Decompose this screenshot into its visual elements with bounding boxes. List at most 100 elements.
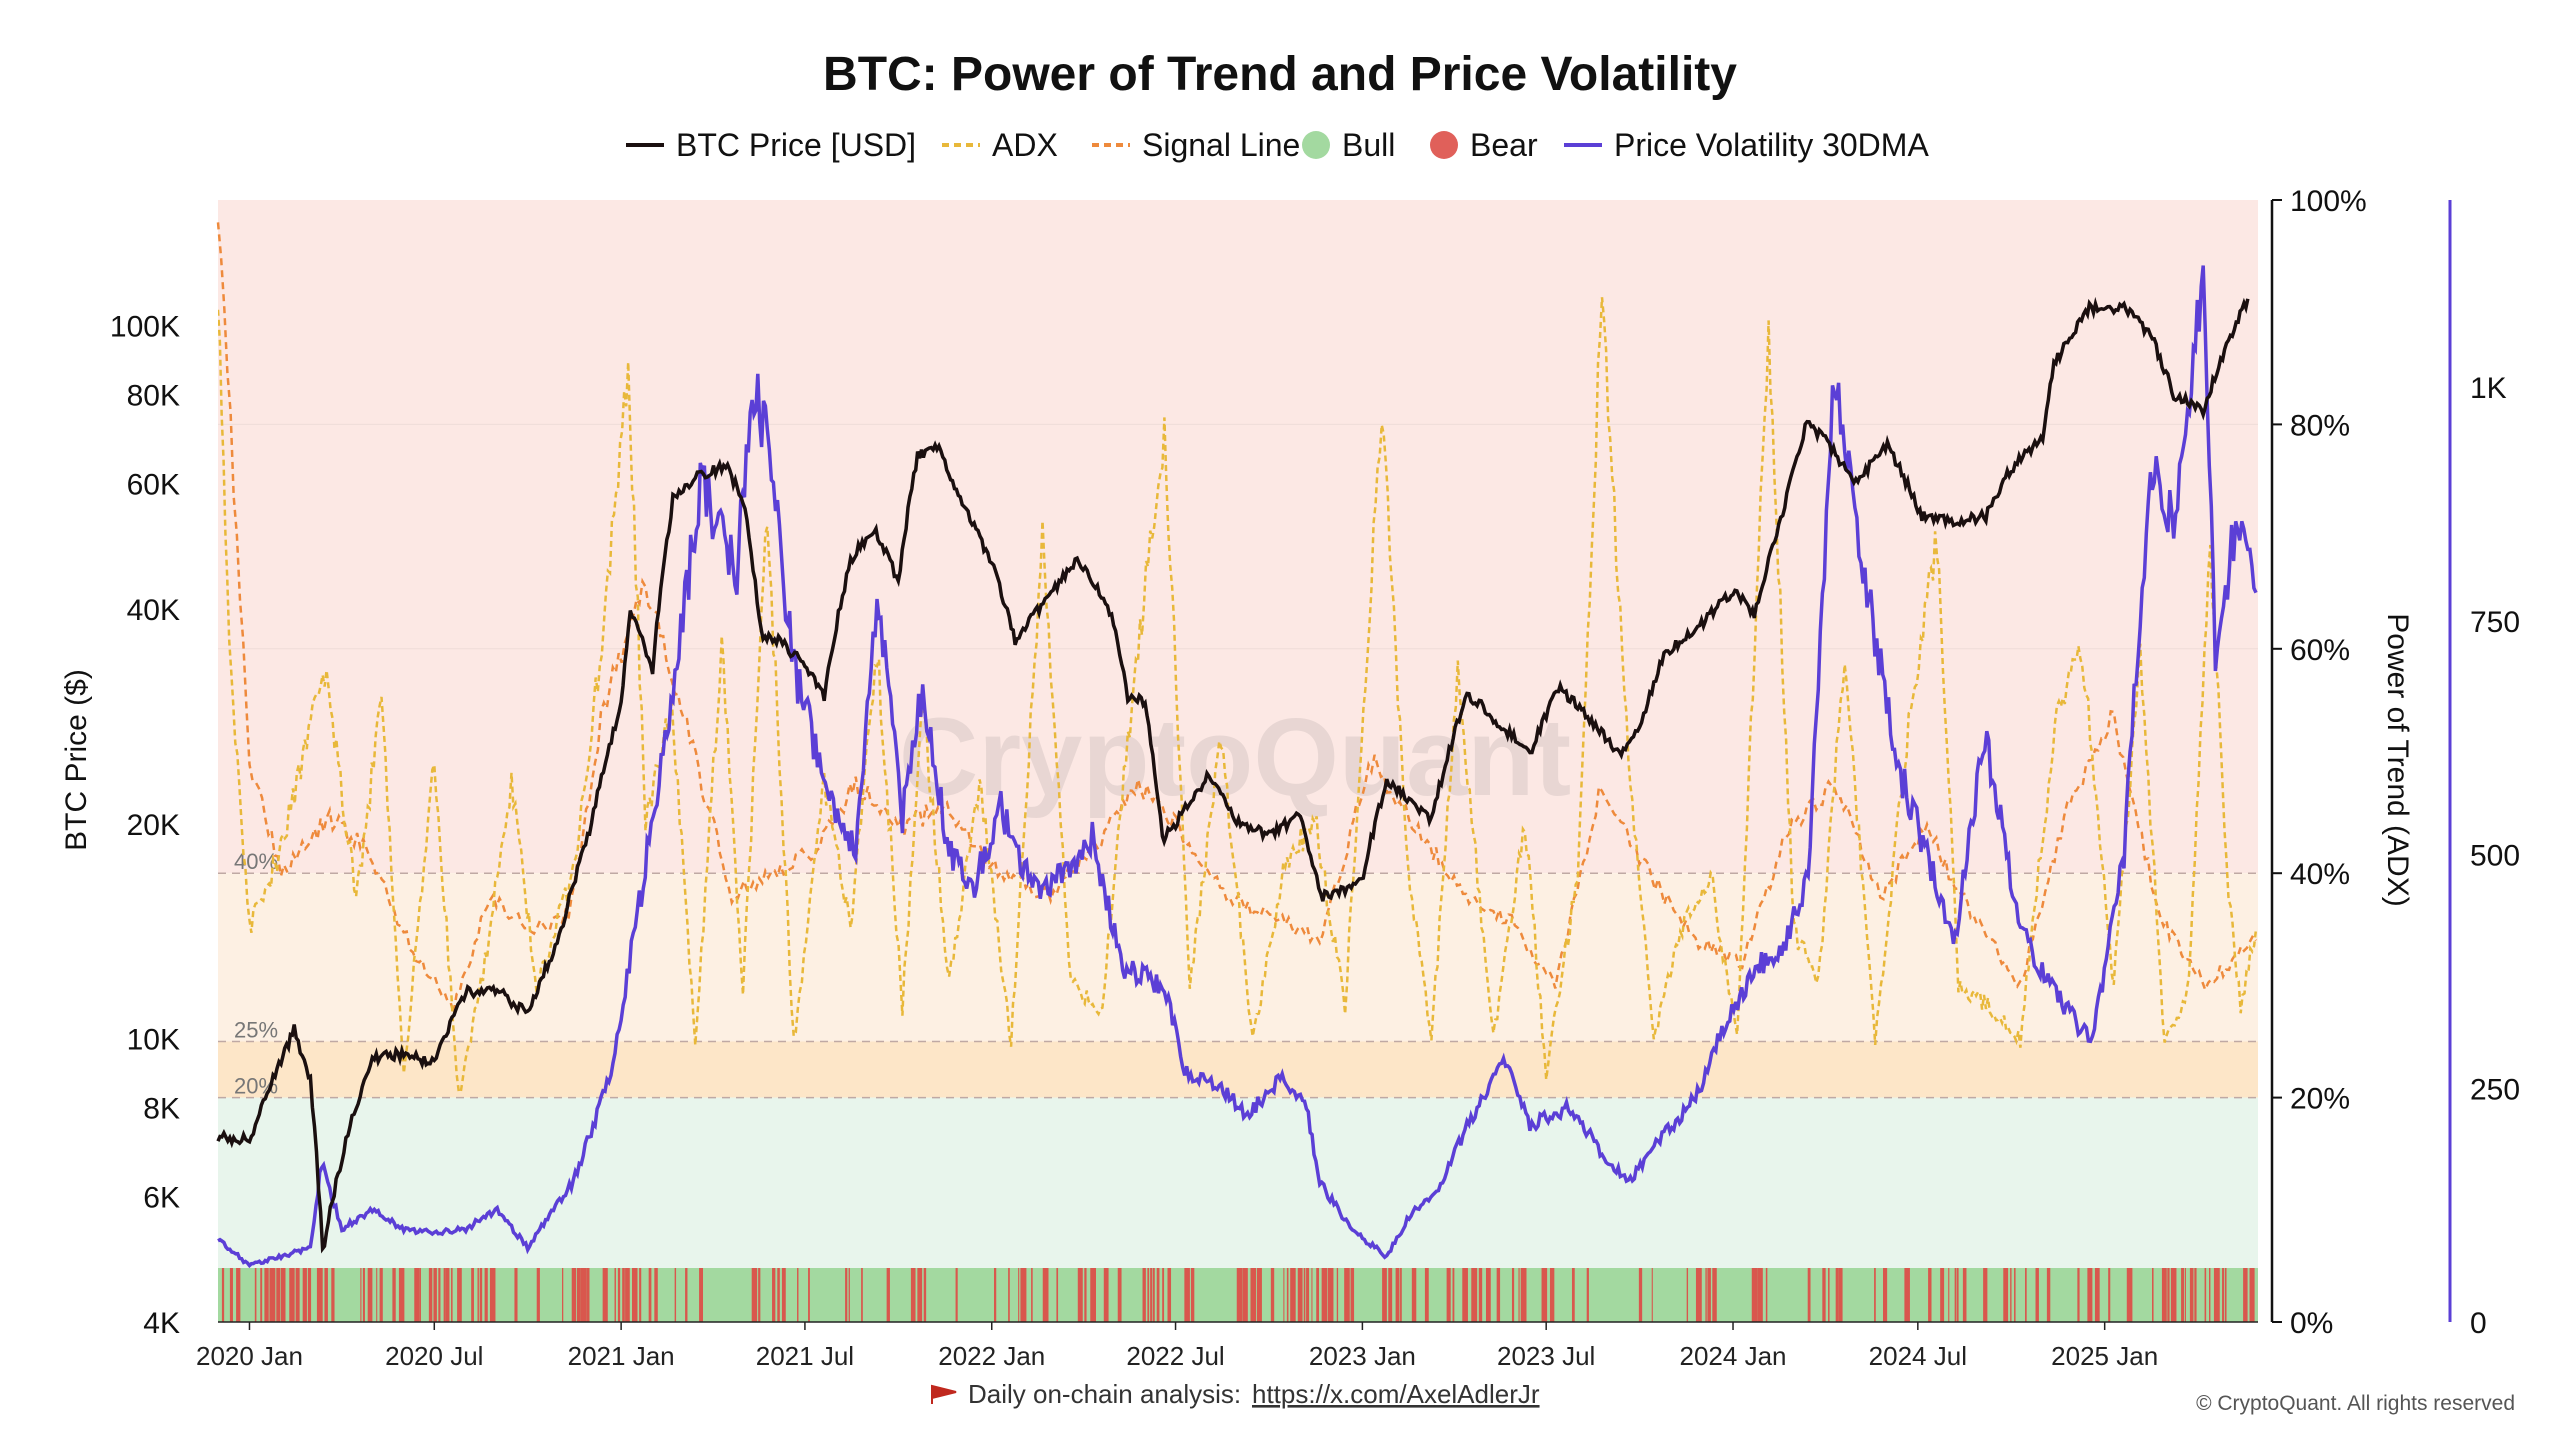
bear-stripe — [1103, 1268, 1109, 1322]
bear-stripe — [236, 1268, 241, 1322]
bear-stripe — [625, 1268, 630, 1322]
bear-stripe — [1084, 1268, 1087, 1322]
bear-stripe — [2035, 1268, 2039, 1322]
bear-stripe — [1395, 1268, 1400, 1322]
axes: 4K 6K 8K 10K 20K 40K 60K 80K 100K 0% 20% 40% 60% 80% 1… — [110, 185, 2520, 1371]
y-left-tick-label: 4K — [143, 1307, 180, 1340]
series-lines — [216, 222, 2258, 1269]
bear-stripe — [1090, 1268, 1097, 1322]
y-right-volatility-tick-label: 1K — [2470, 372, 2507, 405]
bear-stripe — [2014, 1268, 2016, 1322]
legend-item-btc-price-usd: BTC Price [USD] — [626, 127, 916, 163]
bear-stripe — [917, 1268, 923, 1322]
bear-stripe — [1948, 1268, 1950, 1322]
bear-stripe — [751, 1268, 758, 1322]
bear-stripe — [1983, 1268, 1988, 1322]
bear-stripe — [1162, 1268, 1165, 1322]
bear-stripe — [586, 1268, 590, 1322]
bear-stripe — [1462, 1268, 1468, 1322]
bear-stripe — [2181, 1268, 2185, 1322]
bear-stripe — [1344, 1268, 1350, 1322]
bear-stripe — [1303, 1268, 1306, 1322]
bear-stripe — [484, 1268, 488, 1322]
bear-stripe — [1117, 1268, 1122, 1322]
bear-stripe — [269, 1268, 276, 1322]
bear-stripe — [1270, 1268, 1275, 1322]
bear-stripe — [632, 1268, 638, 1322]
bear-stripe — [1485, 1268, 1491, 1322]
bear-stripe — [438, 1268, 441, 1322]
bear-stripe — [2161, 1268, 2167, 1322]
bear-stripe — [362, 1268, 365, 1322]
bear-stripe — [1283, 1268, 1285, 1322]
bear-stripe — [886, 1268, 890, 1322]
bear-stripe — [1904, 1268, 1910, 1322]
bear-stripe — [514, 1268, 518, 1322]
bear-stripe — [772, 1268, 776, 1322]
bear-stripe — [1928, 1268, 1932, 1322]
footer-link[interactable]: https://x.com/AxelAdlerJr — [1252, 1379, 1540, 1409]
bear-stripe — [1256, 1268, 1262, 1322]
bear-stripe — [648, 1268, 652, 1322]
bear-stripe — [1184, 1268, 1190, 1322]
legend-item-bull: Bull — [1302, 127, 1395, 163]
bear-stripe — [576, 1268, 581, 1322]
legend-label: Price Volatility 30DMA — [1614, 127, 1929, 163]
x-tick-label: 2021 Jul — [756, 1341, 854, 1371]
bear-stripe — [1020, 1268, 1027, 1322]
bear-stripe — [1828, 1268, 1830, 1322]
btc-price-line — [216, 296, 2250, 1254]
bear-stripe — [781, 1268, 786, 1322]
bear-stripe — [1586, 1268, 1589, 1322]
y-right-axis-label: Power of Trend (ADX) — [2381, 613, 2414, 906]
bear-stripe — [861, 1268, 863, 1322]
zone-25%-20% — [218, 1041, 2258, 1098]
bear-stripe — [614, 1268, 616, 1322]
bear-stripe — [2213, 1268, 2220, 1322]
bear-stripe — [1306, 1268, 1310, 1322]
bear-stripe — [699, 1268, 704, 1322]
y-right-adx-tick-label: 40% — [2290, 858, 2350, 891]
bear-stripe — [1008, 1268, 1010, 1322]
bear-stripe — [1520, 1268, 1527, 1322]
bear-stripe — [471, 1268, 474, 1322]
bear-stripe — [477, 1268, 479, 1322]
y-left-tick-label: 6K — [143, 1181, 180, 1214]
bear-stripe — [451, 1268, 453, 1322]
y-right-volatility-tick-label: 0 — [2470, 1307, 2487, 1340]
bear-stripe — [379, 1268, 383, 1322]
bear-stripe — [1150, 1268, 1153, 1322]
bear-stripe — [276, 1268, 281, 1322]
y-left-tick-label: 10K — [127, 1023, 180, 1056]
bear-stripe — [1874, 1268, 1876, 1322]
bear-stripe — [1350, 1268, 1355, 1322]
y-left-tick-label: 20K — [127, 809, 180, 842]
bear-stripe — [1838, 1268, 1843, 1322]
bear-stripe — [1478, 1268, 1483, 1322]
bear-stripe — [1167, 1268, 1172, 1322]
bear-stripe — [1446, 1268, 1451, 1322]
bear-stripe — [1496, 1268, 1501, 1322]
bear-stripe — [758, 1268, 761, 1322]
bear-stripe — [398, 1268, 405, 1322]
bear-stripe — [2243, 1268, 2248, 1322]
bear-stripe — [685, 1268, 688, 1322]
bear-stripe — [1518, 1268, 1520, 1322]
bear-stripe — [923, 1268, 927, 1322]
bear-stripe — [993, 1268, 997, 1322]
bear-stripe — [457, 1268, 462, 1322]
volatility-line — [217, 265, 2258, 1269]
bear-stripe — [580, 1268, 587, 1322]
bear-stripe — [2249, 1268, 2255, 1322]
bear-stripe — [1147, 1268, 1150, 1322]
zone-trend — [218, 200, 2258, 874]
bear-stripe — [1411, 1268, 1417, 1322]
x-tick-label: 2022 Jan — [938, 1341, 1045, 1371]
bear-stripe — [1705, 1268, 1707, 1322]
bear-stripe — [1316, 1268, 1320, 1322]
bear-stripe — [2077, 1268, 2080, 1322]
bear-stripe — [1290, 1268, 1296, 1322]
bear-stripe — [845, 1268, 848, 1322]
bear-stripe — [1336, 1268, 1339, 1322]
bear-stripe — [489, 1268, 496, 1322]
